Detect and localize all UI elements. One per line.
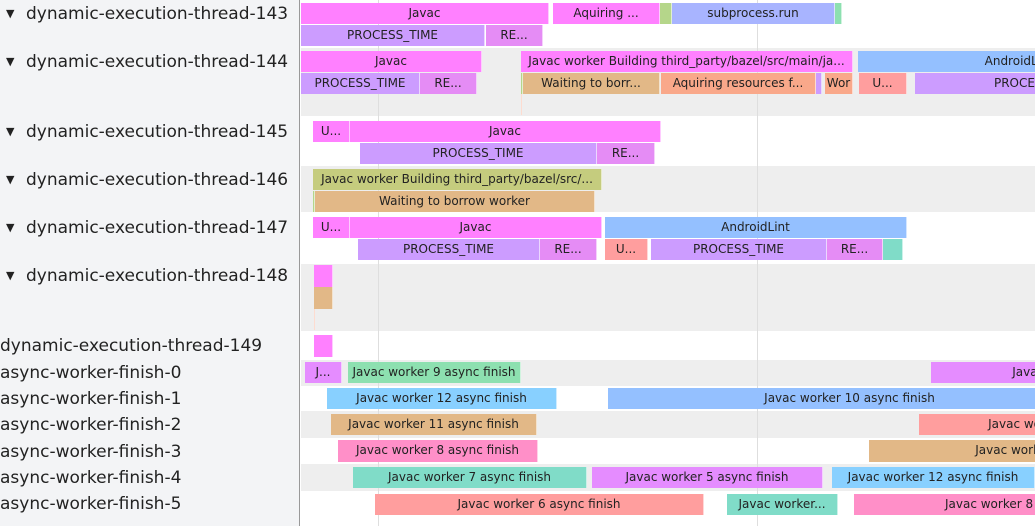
trace-slice[interactable]: Aquiring resources f... <box>661 73 816 94</box>
trace-slice[interactable]: Javac worker 12 async finish <box>327 388 557 409</box>
trace-slice[interactable] <box>314 335 333 357</box>
timeline-tracks[interactable]: Javac Aquiring ... subprocess.run PROCESS_T… <box>301 0 1035 526</box>
track-label[interactable]: dynamic-execution-thread-145 <box>26 122 289 142</box>
trace-slice[interactable]: Javac worker 11 async f <box>869 440 1035 462</box>
trace-slice[interactable] <box>660 3 672 24</box>
trace-slice[interactable]: PROCESS_TIME <box>651 239 827 260</box>
trace-slice[interactable]: Javac worker 7 async finish <box>353 467 587 488</box>
triangle-down-icon[interactable]: ▼ <box>6 221 15 234</box>
track-label[interactable]: dynamic-execution-thread-148 <box>26 266 289 286</box>
track-label[interactable]: dynamic-execution-thread-143 <box>26 4 289 24</box>
trace-slice[interactable]: Javac worker 12 async finish <box>832 467 1035 488</box>
track-label[interactable]: dynamic-execution-thread-144 <box>26 52 289 72</box>
trace-slice[interactable]: Javac worker 10 async finish <box>608 388 1035 409</box>
track-label[interactable]: dynamic-execution-thread-147 <box>26 218 289 238</box>
trace-slice[interactable] <box>521 94 522 115</box>
triangle-down-icon[interactable]: ▼ <box>6 55 15 68</box>
trace-slice[interactable] <box>314 309 315 330</box>
trace-slice[interactable]: Javac <box>350 121 661 142</box>
trace-slice[interactable]: Javac <box>350 217 602 238</box>
trace-slice[interactable]: Javac worker 11 async finish <box>331 414 537 435</box>
trace-slice[interactable]: Javac worker 8 async finish <box>338 440 538 462</box>
trace-slice[interactable]: RE... <box>540 239 597 260</box>
track-label[interactable]: async-worker-finish-1 <box>0 389 182 409</box>
trace-slice[interactable]: AndroidLint <box>858 51 1035 72</box>
triangle-down-icon[interactable]: ▼ <box>6 173 15 186</box>
trace-slice[interactable] <box>835 3 842 24</box>
trace-slice[interactable]: PROCESS_TIME <box>360 143 597 164</box>
trace-slice[interactable] <box>816 73 822 94</box>
track-label[interactable]: async-worker-finish-5 <box>0 494 182 514</box>
trace-slice[interactable]: Javac worker 6 async finish <box>375 494 704 515</box>
trace-slice[interactable]: RE... <box>486 25 543 46</box>
grid-line <box>757 0 758 526</box>
grid-line <box>378 0 379 526</box>
track-label[interactable]: async-worker-finish-3 <box>0 442 182 462</box>
trace-slice[interactable]: Javac worker... <box>727 494 838 515</box>
trace-slice[interactable]: Javac w <box>931 362 1035 383</box>
trace-slice[interactable] <box>314 265 333 287</box>
trace-slice[interactable]: Wor <box>825 73 853 94</box>
trace-slice[interactable]: U... <box>859 73 907 94</box>
triangle-down-icon[interactable]: ▼ <box>6 125 15 138</box>
trace-slice[interactable]: Javac worker 9 async finish <box>348 362 521 383</box>
track-labels-panel: ▼ dynamic-execution-thread-143 ▼ dynamic-ex… <box>0 0 300 526</box>
trace-slice[interactable]: PROCESS_TIME <box>358 239 540 260</box>
trace-slice[interactable]: Javac worker 8 async finish <box>854 494 1035 515</box>
trace-slice[interactable]: U... <box>605 239 648 260</box>
track-label[interactable]: async-worker-finish-2 <box>0 415 182 435</box>
trace-slice[interactable]: RE... <box>420 73 477 94</box>
track-label[interactable]: dynamic-execution-thread-149 <box>0 336 263 356</box>
track-label[interactable]: async-worker-finish-4 <box>0 468 182 488</box>
trace-slice[interactable]: RE... <box>597 143 655 164</box>
trace-slice[interactable]: Javac <box>301 51 482 72</box>
trace-slice[interactable] <box>521 73 523 94</box>
trace-slice[interactable] <box>313 191 315 212</box>
trace-slice[interactable] <box>314 287 333 309</box>
track-label[interactable]: dynamic-execution-thread-146 <box>26 170 289 190</box>
trace-slice[interactable]: U... <box>313 121 350 142</box>
trace-slice[interactable]: J... <box>305 362 342 383</box>
trace-slice[interactable]: PROCESS_TIME <box>301 25 485 46</box>
trace-slice[interactable]: subprocess.run <box>672 3 835 24</box>
track-row <box>301 264 1035 331</box>
trace-slice[interactable]: AndroidLint <box>605 217 907 238</box>
track-row <box>301 331 1035 360</box>
trace-slice[interactable]: Javac worke <box>919 414 1035 435</box>
trace-slice[interactable] <box>883 239 903 260</box>
trace-slice[interactable]: U... <box>313 217 350 238</box>
trace-slice[interactable]: Javac worker 5 async finish <box>592 467 823 488</box>
trace-slice[interactable]: Javac worker Building third_party/bazel/… <box>313 169 602 190</box>
trace-slice[interactable]: Javac worker Building third_party/bazel/… <box>521 51 853 72</box>
trace-slice[interactable]: Waiting to borr... <box>523 73 660 94</box>
trace-slice[interactable]: Waiting to borrow worker <box>315 191 595 212</box>
track-label[interactable]: async-worker-finish-0 <box>0 363 182 383</box>
trace-slice[interactable]: Javac <box>301 3 549 24</box>
triangle-down-icon[interactable]: ▼ <box>6 7 15 20</box>
trace-slice[interactable]: PROCESS_TIME <box>915 73 1035 94</box>
trace-slice[interactable]: PROCESS_TIME <box>301 73 420 94</box>
triangle-down-icon[interactable]: ▼ <box>6 269 15 282</box>
trace-slice[interactable]: Aquiring ... <box>553 3 660 24</box>
trace-slice[interactable]: RE... <box>827 239 883 260</box>
